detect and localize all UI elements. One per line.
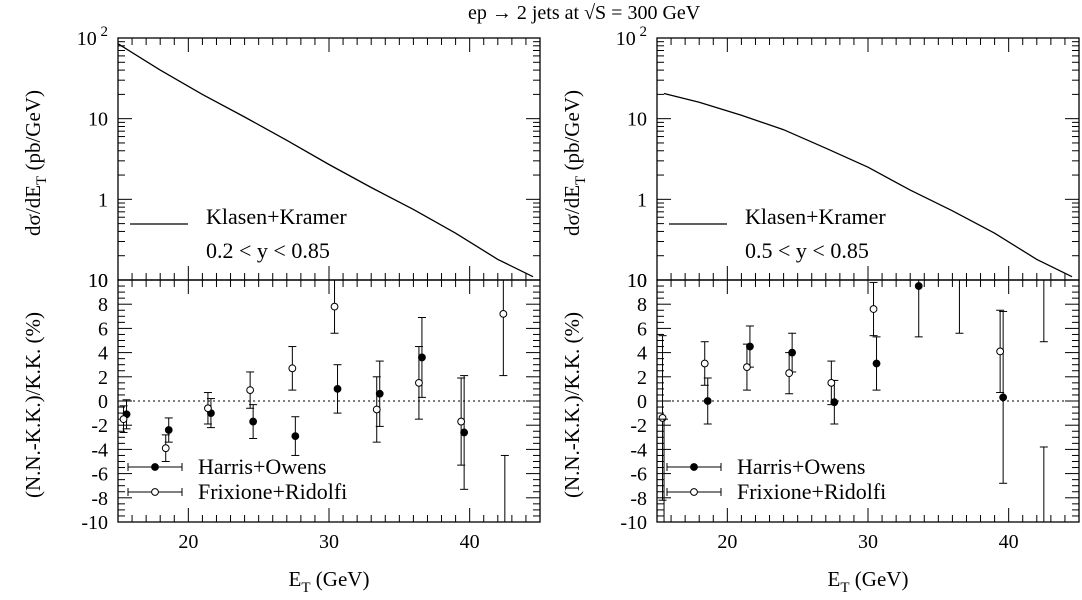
data-point-harris-owens: [291, 432, 300, 440]
chart-title-text: ep → 2 jets at √S = 300 GeV: [468, 2, 701, 24]
rapidity-annotation: 0.2 < y < 0.85: [206, 238, 330, 263]
y-tick-label: -4: [91, 439, 108, 461]
y-tick-label: -6: [91, 464, 108, 486]
legend-label-harris-owens: Harris+Owens: [737, 454, 866, 479]
y-tick-label: 2: [98, 367, 108, 389]
x-tick-label: 30: [858, 531, 878, 553]
data-point-harris-owens: [418, 353, 426, 362]
legend-marker-harris-owens: [151, 463, 159, 471]
y-tick-label: 6: [98, 318, 108, 340]
legend-marker-frixione-ridolfi: [690, 488, 698, 496]
y-tick-label: -10: [620, 512, 647, 534]
y-tick-label: 1: [98, 189, 108, 211]
data-point-frixione-ridolfi: [827, 378, 836, 387]
series-line-klasen-kramer: [117, 43, 534, 278]
legend-marker-harris-owens: [690, 463, 698, 471]
y-axis-label-top: dσ/dET (pb/GeV): [21, 90, 50, 236]
legend-label-frixione-ridolfi: Frixione+Ridolfi: [198, 479, 347, 504]
data-point-frixione-ridolfi: [785, 369, 794, 378]
y-tick-label: 10: [88, 109, 108, 131]
y-tick-label: 10: [88, 270, 108, 292]
y-tick-label: -2: [630, 415, 647, 437]
data-point-frixione-ridolfi: [288, 364, 297, 373]
data-point-frixione-ridolfi: [457, 417, 466, 426]
data-point-harris-owens: [914, 282, 923, 290]
data-point-harris-owens: [249, 417, 258, 426]
data-point-frixione-ridolfi: [658, 414, 667, 422]
data-point-frixione-ridolfi: [330, 302, 339, 311]
data-point-frixione-ridolfi: [743, 363, 751, 372]
y-tick-label: 10: [627, 270, 647, 292]
y-tick-label: -8: [91, 488, 108, 510]
rapidity-annotation: 0.5 < y < 0.85: [745, 238, 869, 263]
legend-label-klasen-kramer: Klasen+Kramer: [745, 204, 886, 229]
data-point-frixione-ridolfi: [415, 378, 423, 387]
data-point-frixione-ridolfi: [499, 309, 508, 318]
x-axis-label: ET (GeV): [828, 567, 909, 596]
y-tick-label: 6: [637, 318, 647, 340]
y-tick-label: -6: [630, 464, 647, 486]
y-tick-label: 0: [98, 391, 108, 413]
x-axis-label: ET (GeV): [289, 567, 370, 596]
y-tick-label: 10: [627, 270, 647, 292]
x-tick-label: 40: [999, 531, 1019, 553]
data-point-harris-owens: [333, 385, 342, 393]
legend-label-klasen-kramer: Klasen+Kramer: [206, 204, 347, 229]
data-point-harris-owens: [164, 426, 173, 434]
data-point-frixione-ridolfi: [700, 359, 709, 368]
y-tick-label: 0: [637, 391, 647, 413]
y-tick-label: 4: [637, 343, 647, 365]
y-tick-label: 4: [98, 343, 108, 365]
x-tick-label: 20: [717, 531, 737, 553]
y-tick-label: 10: [88, 270, 108, 292]
y-axis-label-top: dσ/dET (pb/GeV): [560, 90, 589, 236]
y-tick-label: -10: [81, 512, 108, 534]
data-point-frixione-ridolfi: [996, 347, 1005, 356]
legend-label-harris-owens: Harris+Owens: [198, 454, 327, 479]
y-axis-label-bottom: (N.N.-K.K.)/K.K. (%): [560, 312, 584, 498]
y-tick-label: -4: [630, 439, 647, 461]
data-point-frixione-ridolfi: [372, 405, 381, 414]
legend-label-frixione-ridolfi: Frixione+Ridolfi: [737, 479, 886, 504]
y-tick-label: 8: [637, 294, 647, 316]
data-point-harris-owens: [375, 389, 384, 398]
x-tick-label: 20: [178, 531, 198, 553]
y-tick-label: 1: [637, 189, 647, 211]
y-tick-label: 10 2: [616, 24, 647, 50]
data-point-frixione-ridolfi: [246, 386, 255, 395]
data-point-frixione-ridolfi: [204, 404, 212, 413]
data-point-harris-owens: [703, 397, 712, 405]
y-tick-label: -8: [630, 488, 647, 510]
x-tick-label: 40: [460, 531, 480, 553]
y-tick-label: -2: [91, 415, 108, 437]
y-axis-label-bottom: (N.N.-K.K.)/K.K. (%): [21, 312, 45, 498]
data-point-harris-owens: [460, 428, 469, 437]
data-point-frixione-ridolfi: [161, 444, 170, 453]
y-tick-label: 10: [627, 109, 647, 131]
legend-marker-frixione-ridolfi: [151, 488, 159, 496]
x-tick-label: 30: [319, 531, 339, 553]
data-point-frixione-ridolfi: [869, 305, 878, 313]
data-point-frixione-ridolfi: [119, 415, 128, 424]
y-tick-label: 10 2: [77, 24, 108, 50]
data-point-harris-owens: [999, 393, 1008, 402]
y-tick-label: 2: [637, 367, 647, 389]
series-line-klasen-kramer: [663, 92, 1073, 278]
y-tick-label: 8: [98, 294, 108, 316]
data-point-harris-owens: [872, 359, 881, 368]
